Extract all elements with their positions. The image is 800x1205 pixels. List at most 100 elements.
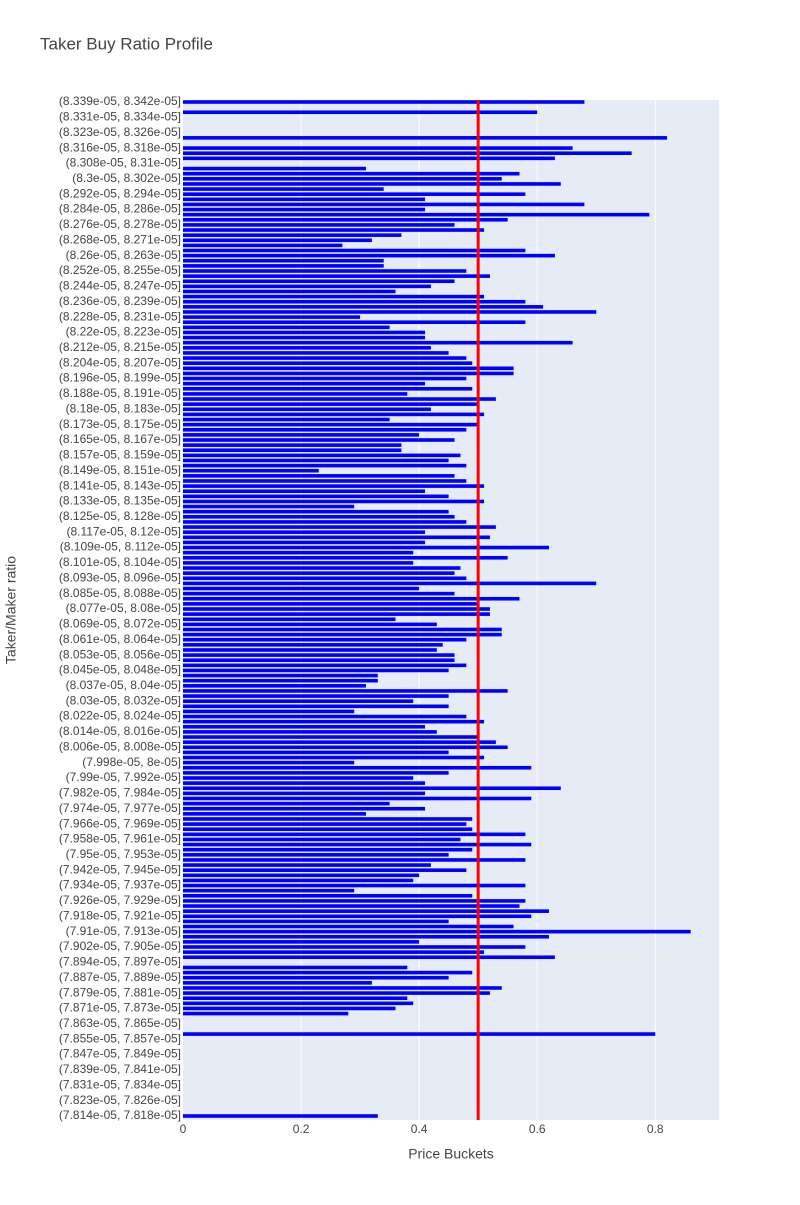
bar bbox=[183, 934, 549, 939]
bar bbox=[183, 986, 502, 990]
y-tick-label: (8.331e-05, 8.334e-05] bbox=[59, 110, 181, 124]
bar bbox=[183, 796, 532, 801]
bar bbox=[183, 504, 355, 509]
bar bbox=[183, 386, 473, 391]
bar bbox=[183, 648, 437, 652]
bar bbox=[183, 233, 402, 237]
bar bbox=[183, 929, 691, 934]
bar bbox=[183, 366, 514, 371]
bar bbox=[183, 463, 467, 468]
bar bbox=[183, 576, 467, 581]
x-tick-label: 0.4 bbox=[411, 1122, 428, 1136]
bar bbox=[183, 392, 408, 396]
bar bbox=[183, 955, 555, 960]
bar bbox=[183, 171, 520, 176]
bar bbox=[183, 412, 485, 417]
bar bbox=[183, 346, 431, 350]
bar bbox=[183, 699, 414, 703]
bar bbox=[183, 586, 420, 591]
y-tick-label: (7.91e-05, 7.913e-05] bbox=[66, 924, 181, 938]
bar bbox=[183, 812, 366, 816]
bar bbox=[183, 765, 532, 770]
y-tick-label: (8.292e-05, 8.294e-05] bbox=[59, 186, 181, 200]
bar bbox=[183, 817, 473, 821]
bar bbox=[183, 975, 449, 980]
y-tick-label: (8.053e-05, 8.056e-05] bbox=[59, 647, 181, 661]
bar bbox=[183, 494, 449, 499]
bar bbox=[183, 443, 402, 447]
y-tick-label: (7.902e-05, 7.905e-05] bbox=[59, 939, 181, 953]
x-axis-title: Price Buckets bbox=[408, 1146, 494, 1162]
bar bbox=[183, 545, 549, 550]
y-tick-label: (7.894e-05, 7.897e-05] bbox=[59, 955, 181, 969]
bar bbox=[183, 658, 455, 663]
bar bbox=[183, 515, 455, 519]
bar bbox=[183, 771, 449, 775]
bar bbox=[183, 827, 473, 832]
bar bbox=[183, 427, 467, 432]
bar bbox=[183, 407, 431, 412]
y-tick-label: (7.95e-05, 7.953e-05] bbox=[66, 847, 181, 861]
bar bbox=[183, 187, 384, 191]
bar bbox=[183, 305, 544, 309]
bar bbox=[183, 822, 467, 826]
bar bbox=[183, 535, 490, 540]
bar bbox=[183, 566, 461, 570]
y-tick-label: (8.228e-05, 8.231e-05] bbox=[59, 309, 181, 323]
bar bbox=[183, 714, 467, 719]
bar bbox=[183, 299, 526, 304]
bar bbox=[183, 853, 449, 857]
bar bbox=[183, 602, 479, 606]
bar bbox=[183, 228, 485, 232]
bar bbox=[183, 274, 490, 278]
bar bbox=[183, 745, 508, 750]
bar bbox=[183, 166, 366, 171]
bar bbox=[183, 499, 485, 504]
bar bbox=[183, 335, 426, 340]
y-tick-label: (8.18e-05, 8.183e-05] bbox=[66, 401, 181, 415]
y-tick-label: (8.109e-05, 8.112e-05] bbox=[60, 540, 181, 554]
y-tick-label: (8.014e-05, 8.016e-05] bbox=[59, 724, 181, 738]
bar bbox=[183, 678, 378, 683]
bar bbox=[183, 422, 479, 427]
bar bbox=[183, 760, 355, 765]
bar bbox=[183, 663, 467, 668]
y-tick-label: (8.276e-05, 8.278e-05] bbox=[59, 217, 181, 231]
bar bbox=[183, 755, 485, 760]
bar bbox=[183, 453, 461, 458]
y-tick-label: (8.212e-05, 8.215e-05] bbox=[59, 340, 181, 354]
bar bbox=[183, 525, 496, 529]
bar bbox=[183, 893, 473, 898]
bar bbox=[183, 627, 502, 632]
y-tick-label: (8.165e-05, 8.167e-05] bbox=[59, 432, 181, 446]
y-tick-label: (7.974e-05, 7.977e-05] bbox=[59, 801, 181, 815]
y-tick-label: (8.236e-05, 8.239e-05] bbox=[59, 294, 181, 308]
bar bbox=[183, 207, 426, 212]
bar bbox=[183, 581, 597, 586]
chart-title: Taker Buy Ratio Profile bbox=[40, 34, 213, 53]
bar bbox=[183, 837, 461, 842]
bar bbox=[183, 294, 485, 299]
bar bbox=[183, 474, 455, 478]
bar bbox=[183, 509, 449, 514]
bar bbox=[183, 945, 526, 949]
bar bbox=[183, 212, 650, 217]
bar bbox=[183, 223, 455, 227]
bar bbox=[183, 791, 426, 796]
bar bbox=[183, 888, 355, 893]
y-tick-label: (7.823e-05, 7.826e-05] bbox=[59, 1093, 181, 1107]
bar bbox=[183, 315, 361, 319]
bar bbox=[183, 289, 396, 294]
bar bbox=[183, 996, 408, 1001]
bar bbox=[183, 320, 526, 325]
bar bbox=[183, 950, 485, 954]
y-tick-label: (8.133e-05, 8.135e-05] bbox=[59, 494, 181, 508]
bar bbox=[183, 965, 408, 970]
bar bbox=[183, 719, 485, 724]
bar bbox=[183, 689, 508, 693]
y-tick-label: (8.308e-05, 8.31e-05] bbox=[66, 156, 181, 170]
bar bbox=[183, 643, 443, 647]
bar bbox=[183, 156, 555, 161]
y-tick-label: (7.934e-05, 7.937e-05] bbox=[59, 878, 181, 892]
bar bbox=[183, 330, 426, 335]
